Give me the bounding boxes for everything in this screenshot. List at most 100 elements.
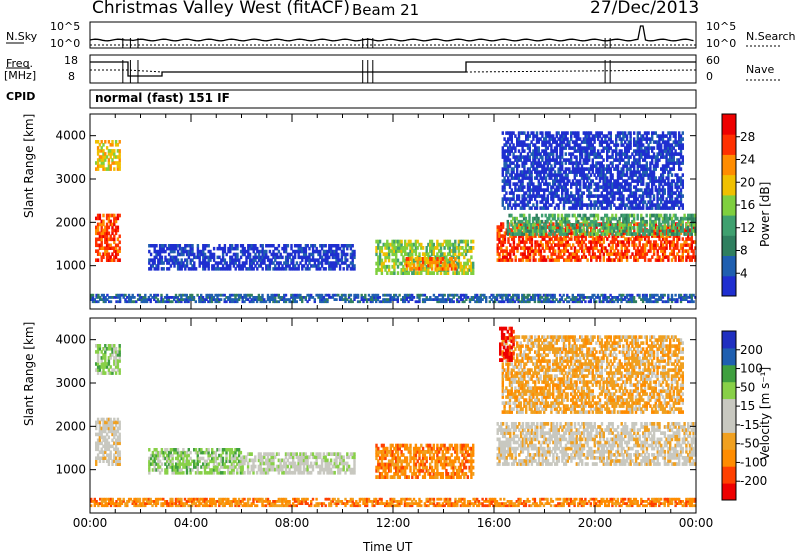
power-cell — [606, 140, 609, 144]
power-cell — [155, 264, 158, 268]
power-cell — [577, 225, 580, 229]
power-cell — [519, 158, 522, 162]
power-cell — [105, 234, 109, 239]
power-cell — [508, 143, 512, 147]
power-cell — [230, 244, 234, 248]
power-cell — [584, 155, 587, 159]
power-cell — [595, 258, 598, 262]
power-cell — [534, 246, 537, 250]
power-cell — [613, 240, 616, 244]
power-cell — [111, 225, 114, 230]
power-cell — [542, 223, 546, 227]
power-cell — [505, 182, 508, 186]
power-cell — [588, 182, 591, 186]
power-cell — [180, 258, 183, 262]
power-cell — [670, 155, 674, 159]
power-cell — [580, 167, 584, 171]
power-cell — [629, 255, 632, 259]
power-cell — [378, 268, 382, 272]
power-cell — [634, 206, 638, 210]
power-cell — [541, 149, 544, 153]
power-cell — [596, 229, 600, 233]
power-cell — [241, 261, 245, 265]
power-cell — [595, 246, 598, 250]
power-cell — [589, 185, 593, 189]
power-cell — [636, 161, 639, 165]
power-cell — [595, 232, 598, 236]
power-cell — [517, 194, 521, 198]
power-cell — [420, 246, 423, 250]
power-cell — [584, 185, 587, 189]
power-cell — [111, 161, 114, 165]
power-cell — [459, 296, 463, 299]
power-cell — [555, 225, 559, 229]
power-cell — [384, 242, 387, 247]
power-cell — [535, 226, 538, 230]
power-cell — [566, 173, 569, 177]
power-cell — [582, 213, 585, 218]
power-cell — [191, 249, 194, 254]
power-cell — [425, 252, 428, 257]
power-cell — [611, 234, 614, 238]
power-cell — [310, 252, 313, 257]
power-cell — [380, 258, 384, 263]
power-cell — [378, 258, 382, 263]
power-cell — [546, 146, 549, 150]
power-cell — [457, 261, 461, 266]
power-cell — [622, 167, 625, 171]
power-cell — [552, 158, 555, 162]
power-cell — [517, 155, 521, 159]
power-cell — [396, 258, 400, 263]
power-cell — [557, 246, 560, 250]
power-cell — [236, 293, 239, 297]
power-cell — [623, 219, 627, 224]
power-cell — [274, 296, 277, 299]
power-cell — [514, 258, 517, 262]
power-cell — [292, 300, 295, 304]
power-cell — [647, 249, 650, 253]
power-cell — [514, 246, 517, 250]
power-cell — [624, 131, 627, 135]
power-cell — [116, 161, 120, 165]
power-cell — [254, 252, 257, 257]
power-cell — [153, 267, 156, 271]
power-cell — [616, 191, 620, 195]
power-cell — [622, 131, 625, 135]
power-cell — [340, 252, 344, 257]
power-cell — [466, 249, 469, 253]
power-cell — [391, 271, 394, 275]
power-cell — [510, 173, 513, 177]
power-cell — [211, 267, 214, 271]
power-cell — [672, 131, 675, 135]
power-cell — [349, 293, 353, 297]
power-cell — [454, 252, 457, 257]
power-cell — [436, 239, 439, 244]
power-cell — [436, 246, 439, 250]
power-cell — [607, 146, 611, 150]
power-cell — [593, 188, 596, 192]
power-cell — [539, 194, 542, 198]
power-cell — [153, 258, 156, 262]
power-cell — [652, 146, 656, 150]
power-cell — [566, 249, 569, 253]
power-cell — [100, 243, 103, 248]
power-cell — [660, 188, 663, 192]
power-cell — [606, 206, 609, 210]
power-cell — [116, 216, 120, 221]
power-cell — [248, 267, 252, 271]
power-cell — [337, 246, 340, 251]
power-cell — [627, 155, 630, 159]
power-cell — [561, 240, 564, 244]
power-cell — [575, 170, 578, 174]
power-cell — [448, 257, 452, 261]
power-cell — [672, 164, 675, 168]
power-cell — [209, 293, 212, 297]
power-cell — [501, 185, 504, 189]
power-cell — [516, 246, 519, 250]
power-cell — [166, 261, 169, 265]
power-cell — [672, 255, 675, 259]
power-cell — [157, 249, 160, 254]
power-cell — [636, 140, 639, 144]
power-cell — [531, 219, 535, 224]
power-cell — [434, 296, 437, 299]
